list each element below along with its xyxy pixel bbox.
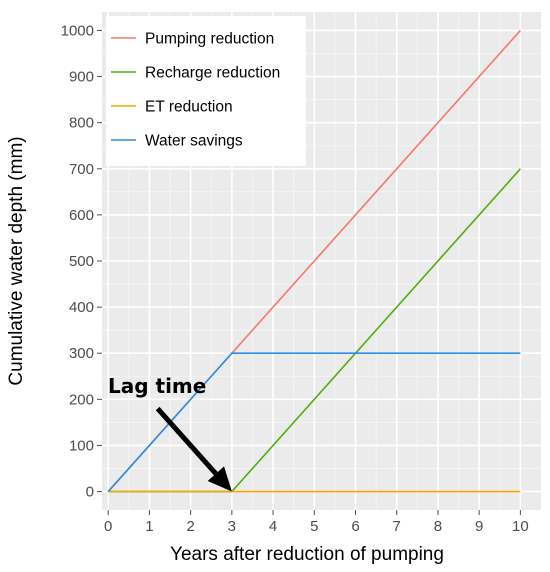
y-tick-label: 1000 <box>61 22 94 39</box>
annotation: Lag time <box>108 374 232 492</box>
legend-label-recharge-reduction: Recharge reduction <box>145 65 280 82</box>
x-tick-label: 4 <box>269 518 277 535</box>
legend-label-et-reduction: ET reduction <box>145 99 233 116</box>
y-tick-label: 300 <box>69 345 94 362</box>
x-tick-label: 3 <box>228 518 236 535</box>
legend: Pumping reduction Recharge reduction ET re… <box>106 16 306 166</box>
x-tick-label: 5 <box>310 518 318 535</box>
annotation-arrow-shaft <box>155 406 218 476</box>
x-tick-label: 9 <box>475 518 483 535</box>
series-line-water-savings <box>107 352 521 493</box>
y-tick-label: 200 <box>69 391 94 408</box>
annotation-arrow-head <box>207 466 232 492</box>
y-tick-label: 700 <box>69 161 94 178</box>
y-tick-label: 500 <box>69 253 94 270</box>
y-tick-label: 600 <box>69 207 94 224</box>
x-tick-label: 1 <box>145 518 153 535</box>
y-tick-label: 100 <box>69 437 94 454</box>
x-tick-label: 8 <box>434 518 442 535</box>
legend-label-pumping-reduction: Pumping reduction <box>145 31 274 48</box>
ticks-layer: 0 1 2 3 4 5 6 7 8 9 100100200300400500600700800900… <box>61 22 529 535</box>
y-tick-label: 0 <box>86 484 94 501</box>
x-tick-label: 6 <box>351 518 359 535</box>
y-tick-label: 400 <box>69 299 94 316</box>
y-axis-title: Cumulative water depth (mm) <box>6 136 27 385</box>
x-tick-label: 7 <box>393 518 401 535</box>
lag-time-label: Lag time <box>108 374 206 398</box>
y-tick-label: 900 <box>69 69 94 86</box>
x-tick-label: 0 <box>104 518 112 535</box>
x-axis-title: Years after reduction of pumping <box>170 544 444 565</box>
x-tick-label: 2 <box>186 518 194 535</box>
legend-label-water-savings: Water savings <box>145 133 243 150</box>
y-tick-label: 800 <box>69 115 94 132</box>
legend-box <box>106 16 306 166</box>
x-tick-label: 10 <box>512 518 529 535</box>
